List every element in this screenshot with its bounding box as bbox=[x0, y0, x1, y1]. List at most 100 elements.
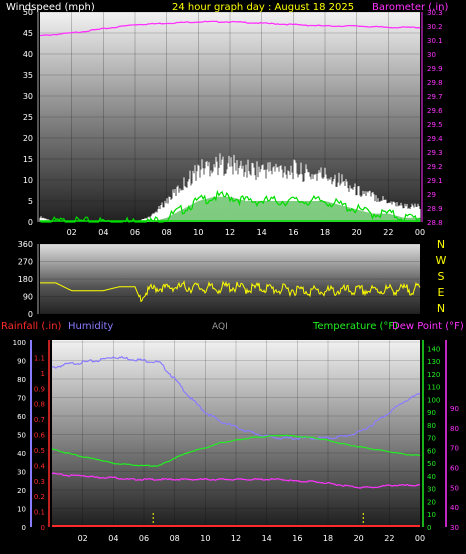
tick-label: 14 bbox=[262, 534, 272, 543]
tick-label: 100 bbox=[13, 339, 26, 347]
tick-label: 0 bbox=[41, 524, 45, 532]
tick-label: 29.9 bbox=[427, 65, 443, 73]
tick-label: 29.3 bbox=[427, 149, 443, 157]
tick-label: 90 bbox=[17, 358, 26, 366]
tick-label: 270 bbox=[18, 258, 33, 267]
humidity-line bbox=[51, 355, 421, 441]
tick-label: 0.1 bbox=[34, 509, 45, 517]
tick-label: 00 bbox=[415, 228, 425, 237]
tick-label: 29.4 bbox=[427, 135, 443, 143]
tick-label: 30 bbox=[17, 469, 26, 477]
rainfall-title: Rainfall (.in) bbox=[1, 321, 62, 332]
tick-label: 40 bbox=[17, 450, 26, 458]
humidity-title: Humidity bbox=[68, 321, 113, 332]
tick-label: 20 bbox=[352, 228, 362, 237]
tick-label: 0 bbox=[28, 310, 33, 319]
tick-label: 02 bbox=[67, 228, 77, 237]
tick-label: 60 bbox=[17, 413, 26, 421]
compass-label: W bbox=[436, 254, 447, 267]
tick-label: 28.8 bbox=[427, 219, 443, 227]
tick-label: 100 bbox=[427, 396, 440, 404]
tick-label: 15 bbox=[23, 155, 33, 164]
tick-label: 0.6 bbox=[34, 432, 46, 440]
barometer-title: Barometer (.in) bbox=[372, 2, 448, 13]
tick-label: 0.3 bbox=[34, 478, 45, 486]
tick-label: 50 bbox=[427, 460, 436, 468]
tick-label: 30.2 bbox=[427, 23, 443, 31]
tick-label: 70 bbox=[17, 395, 26, 403]
tick-label: 18 bbox=[323, 534, 333, 543]
tick-label: 1.1 bbox=[34, 354, 45, 362]
tick-label: 06 bbox=[130, 228, 140, 237]
tick-label: 80 bbox=[17, 376, 26, 384]
tick-label: 25 bbox=[23, 113, 33, 122]
tick-label: 29.2 bbox=[427, 163, 443, 171]
tick-label: 16 bbox=[292, 534, 302, 543]
tick-label: 10 bbox=[427, 511, 436, 519]
tick-label: 130 bbox=[427, 358, 440, 366]
tick-label: 110 bbox=[427, 384, 440, 392]
aqi-title: AQI bbox=[212, 322, 228, 332]
tick-label: 50 bbox=[23, 8, 33, 17]
tick-label: 20 bbox=[427, 498, 436, 506]
tick-label: 0.7 bbox=[34, 416, 45, 424]
dewpoint-line bbox=[51, 472, 421, 489]
tick-label: 29.1 bbox=[427, 177, 443, 185]
tick-label: 30 bbox=[450, 524, 459, 532]
tick-label: 0 bbox=[427, 524, 431, 532]
tick-label: 18 bbox=[320, 228, 330, 237]
tick-label: 30.1 bbox=[427, 37, 443, 45]
tick-label: 10 bbox=[193, 228, 203, 237]
windspeed-title: Windspeed (mph) bbox=[6, 2, 95, 13]
graph-title: 24 hour graph day : August 18 2025 bbox=[172, 2, 354, 13]
tick-label: 70 bbox=[450, 445, 459, 453]
tick-label: 60 bbox=[450, 465, 459, 473]
tick-label: 12 bbox=[225, 228, 235, 237]
tick-label: 0 bbox=[28, 218, 33, 227]
tick-label: 30 bbox=[23, 92, 33, 101]
compass-label: S bbox=[438, 270, 445, 283]
tick-label: 10 bbox=[17, 506, 26, 514]
tick-label: 50 bbox=[450, 484, 459, 492]
tick-label: 29.5 bbox=[427, 121, 443, 129]
tick-label: 35 bbox=[23, 71, 33, 80]
tick-label: 10 bbox=[23, 176, 33, 185]
tick-label: 0.4 bbox=[34, 462, 46, 470]
tick-label: 360 bbox=[18, 240, 33, 249]
tick-label: 90 bbox=[23, 293, 33, 302]
tick-label: 00 bbox=[415, 534, 425, 543]
tick-label: 50 bbox=[17, 432, 26, 440]
temperature-line bbox=[51, 434, 421, 467]
tick-label: 20 bbox=[354, 534, 364, 543]
tick-label: 120 bbox=[427, 371, 440, 379]
tick-label: 70 bbox=[427, 435, 436, 443]
tick-label: 29.8 bbox=[427, 79, 443, 87]
tick-label: 0.9 bbox=[34, 385, 45, 393]
tick-label: 140 bbox=[427, 345, 440, 353]
tick-label: 1 bbox=[41, 370, 45, 378]
compass-label: N bbox=[437, 302, 445, 315]
barometer-line bbox=[39, 20, 421, 37]
direction-plot-area bbox=[40, 244, 420, 314]
wind-average-line bbox=[39, 189, 421, 223]
tick-label: 22 bbox=[384, 534, 394, 543]
tick-label: 22 bbox=[383, 228, 393, 237]
tick-label: 04 bbox=[108, 534, 118, 543]
tick-label: 30.3 bbox=[427, 9, 443, 17]
tick-label: 08 bbox=[162, 228, 172, 237]
tick-label: 0 bbox=[22, 524, 26, 532]
tick-label: 90 bbox=[427, 409, 436, 417]
weather-plot-area bbox=[52, 340, 420, 527]
compass-label: E bbox=[438, 286, 445, 299]
tick-label: 20 bbox=[23, 134, 33, 143]
tick-label: 0.8 bbox=[34, 401, 45, 409]
tick-label: 45 bbox=[23, 29, 33, 38]
tick-label: 30 bbox=[427, 486, 436, 494]
tick-label: 29 bbox=[427, 191, 436, 199]
temperature-title: Temperature (°F) bbox=[312, 321, 398, 332]
tick-label: 29.6 bbox=[427, 107, 443, 115]
tick-label: 0.5 bbox=[34, 447, 45, 455]
tick-label: 04 bbox=[98, 228, 108, 237]
tick-label: 0.2 bbox=[34, 493, 45, 501]
